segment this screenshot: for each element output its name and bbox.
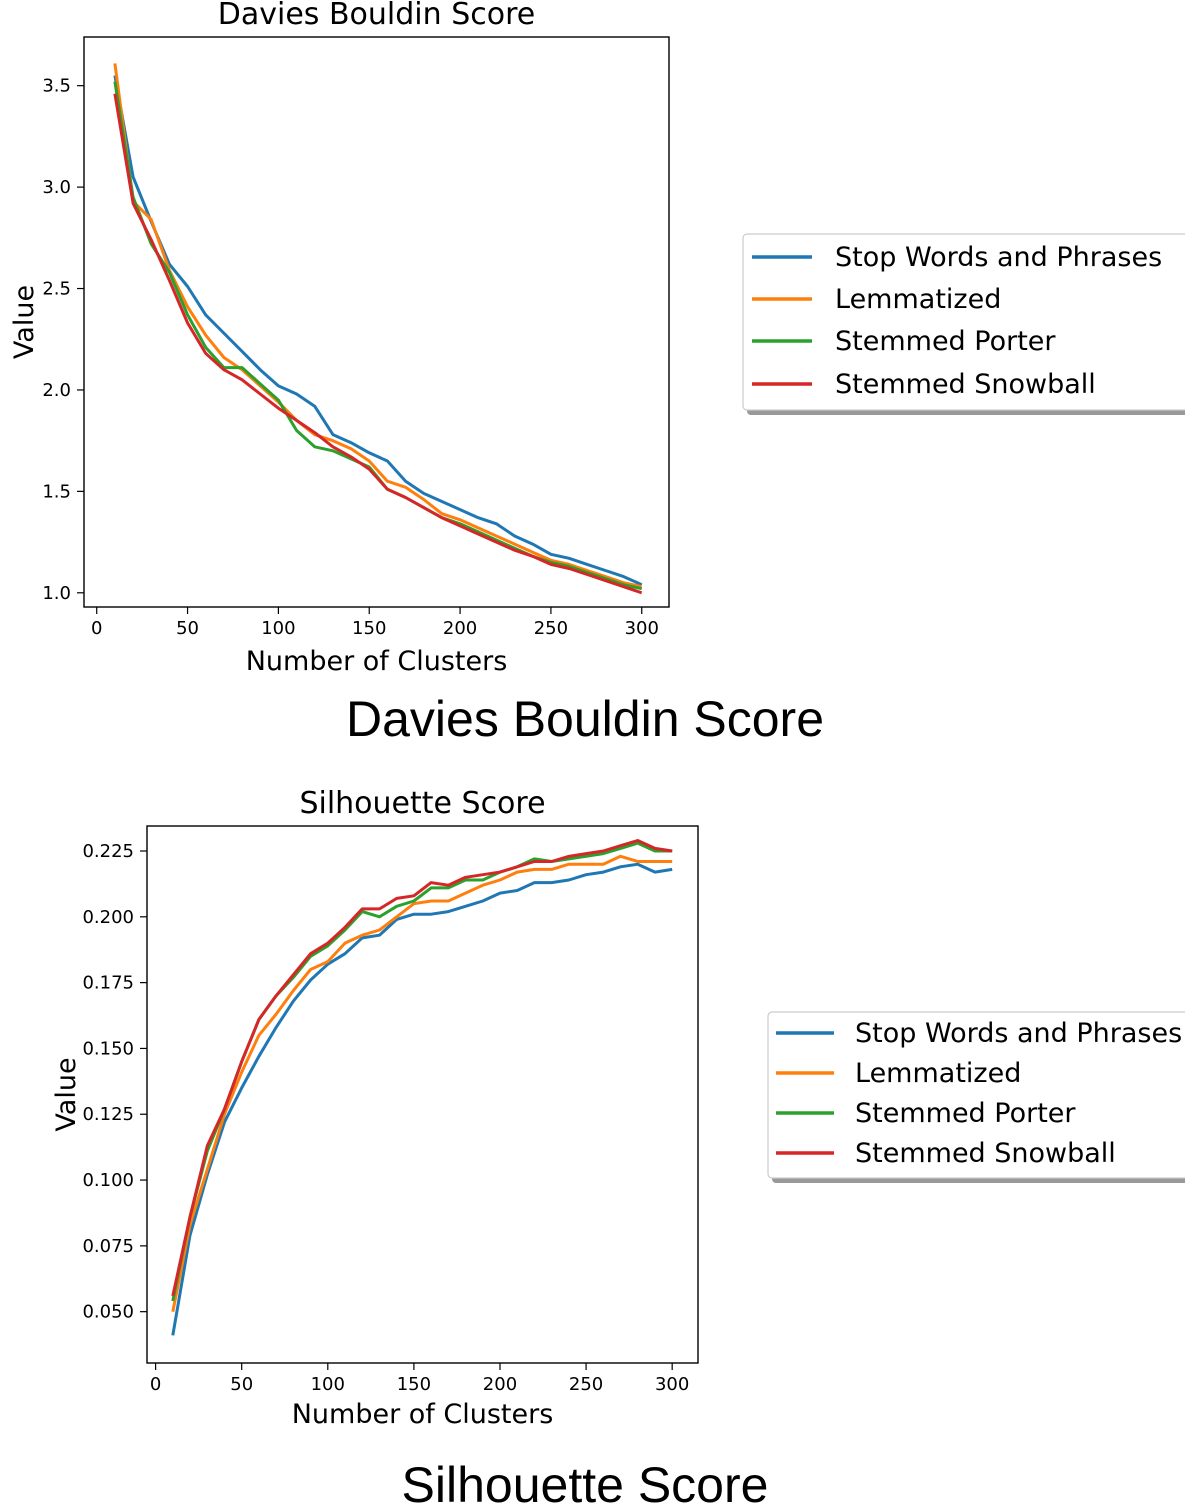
- legend: Stop Words and Phrases Lemmatized Stemmed …: [742, 233, 1185, 415]
- legend-box: [767, 1011, 1185, 1179]
- x-axis-label: Number of Clusters: [292, 1399, 554, 1430]
- series-line-lemmatized: [113, 63, 643, 589]
- x-tick-label: 300: [625, 618, 659, 639]
- x-tick-label: 50: [230, 1374, 253, 1395]
- y-tick-label: 0.125: [82, 1104, 134, 1125]
- legend-label-stop-words-and-phrases: Stop Words and Phrases: [835, 242, 1162, 273]
- y-axis-label: Value: [51, 1057, 82, 1131]
- plot-frame: [83, 36, 670, 608]
- y-tick-label: 0.050: [82, 1302, 134, 1323]
- chart-1: Davies Bouldin Score 0 50 100 150 200 250 300 1.…: [9, 0, 1185, 677]
- series-line-stemmed-snowball: [171, 839, 673, 1297]
- y-tick-label: 0.075: [82, 1236, 134, 1257]
- legend-label-stemmed-porter: Stemmed Porter: [835, 326, 1056, 357]
- y-tick-label: 1.0: [42, 583, 71, 604]
- x-tick-label: 100: [311, 1374, 345, 1395]
- y-tick-label: 3.5: [42, 76, 71, 97]
- y-tick-label: 0.225: [82, 841, 134, 862]
- x-tick-label: 0: [91, 618, 102, 639]
- y-tick-label: 0.200: [82, 907, 134, 928]
- y-tick-label: 2.0: [42, 380, 71, 401]
- chart-title: Davies Bouldin Score: [218, 0, 535, 32]
- chart-title: Silhouette Score: [299, 786, 545, 821]
- legend-label-stemmed-porter: Stemmed Porter: [855, 1098, 1076, 1129]
- x-tick-label: 200: [443, 618, 477, 639]
- x-tick-label: 150: [397, 1374, 431, 1395]
- x-tick-label: 100: [261, 618, 295, 639]
- series-line-stemmed-porter: [171, 841, 673, 1302]
- y-tick-label: 0.175: [82, 973, 134, 994]
- legend: Stop Words and Phrases Lemmatized Stemmed …: [767, 1011, 1185, 1183]
- series-line-stop-words-and-phrases: [171, 862, 673, 1336]
- y-tick-label: 2.5: [42, 279, 71, 300]
- y-tick-label: 1.5: [42, 481, 71, 502]
- y-tick-label: 0.100: [82, 1170, 134, 1191]
- x-tick-label: 250: [534, 618, 568, 639]
- x-tick-label: 250: [569, 1374, 603, 1395]
- legend-label-stemmed-snowball: Stemmed Snowball: [835, 369, 1096, 400]
- x-tick-label: 200: [483, 1374, 517, 1395]
- legend-label-stop-words-and-phrases: Stop Words and Phrases: [855, 1018, 1182, 1049]
- legend-label-stemmed-snowball: Stemmed Snowball: [855, 1138, 1116, 1169]
- legend-box: [742, 233, 1185, 411]
- series-line-stop-words-and-phrases: [113, 75, 643, 587]
- legend-label-lemmatized: Lemmatized: [835, 284, 1001, 315]
- figure-caption: Davies Bouldin Score: [346, 691, 824, 747]
- y-tick-label: 0.150: [82, 1038, 134, 1059]
- x-tick-label: 300: [655, 1374, 689, 1395]
- series-line-stemmed-snowball: [113, 93, 643, 595]
- y-tick-label: 3.0: [42, 177, 71, 198]
- series-line-lemmatized: [171, 854, 673, 1312]
- x-tick-label: 0: [150, 1374, 161, 1395]
- legend-label-lemmatized: Lemmatized: [855, 1058, 1021, 1089]
- x-tick-label: 50: [176, 618, 199, 639]
- x-tick-label: 150: [352, 618, 386, 639]
- x-axis-label: Number of Clusters: [246, 646, 508, 677]
- figure-caption: Silhouette Score: [402, 1457, 769, 1504]
- y-axis-label: Value: [9, 285, 40, 359]
- plot-frame: [146, 825, 699, 1364]
- chart-2: Silhouette Score 0 50 100 150 200 250 300 0.050 0…: [51, 786, 1185, 1430]
